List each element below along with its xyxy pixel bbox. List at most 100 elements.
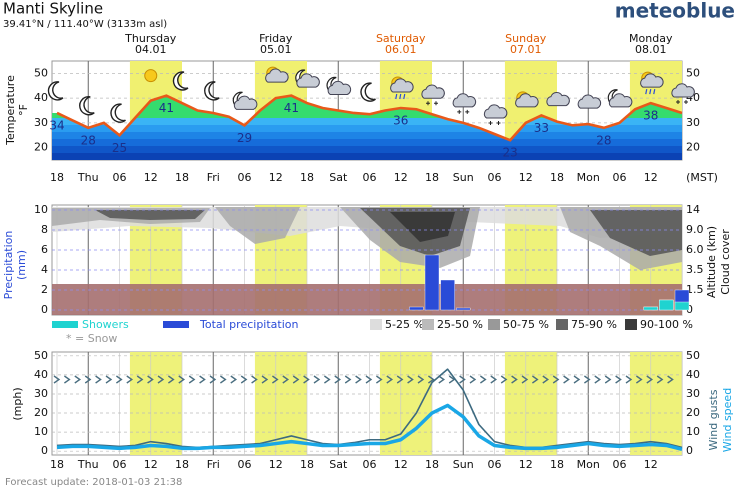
temperature-label: 33 — [534, 121, 549, 135]
y-tick-label: 30 — [34, 116, 48, 129]
cloud — [421, 84, 445, 99]
wind-direction — [521, 375, 529, 384]
y-tick-label: 30 — [34, 387, 48, 400]
temperature-label: 41 — [159, 101, 174, 115]
x-tick-label: 06 — [488, 171, 502, 184]
precip-bar — [424, 254, 440, 311]
daylight — [254, 352, 307, 455]
y-tick-label: 8 — [41, 223, 48, 236]
cloud — [327, 80, 352, 95]
wind-direction — [303, 375, 310, 384]
weather-icon — [546, 91, 570, 107]
wind-direction — [438, 375, 446, 384]
wind-direction — [282, 375, 290, 384]
wind-direction — [334, 375, 342, 384]
day-name: Monday — [629, 32, 673, 45]
y-unit: (mm) — [15, 250, 28, 280]
x-tick-label: 12 — [144, 171, 158, 184]
x-tick-label: 12 — [269, 458, 283, 471]
y2-tick-label: 9.0 — [686, 223, 704, 236]
temperature-line — [56, 94, 683, 142]
wind-direction — [136, 375, 144, 384]
x-tick-label: 18 — [175, 171, 189, 184]
temperature-label: 36 — [393, 114, 408, 128]
y-label: Precipitation — [2, 231, 15, 300]
legend-swatch — [52, 321, 78, 328]
x-tick-label: Fri — [207, 171, 220, 184]
y-tick-label: 0 — [41, 303, 48, 316]
wind-line — [56, 403, 683, 451]
weather-icon — [144, 69, 158, 83]
y-tick-label: 50 — [34, 349, 48, 362]
y-tick-label: 6 — [41, 243, 48, 256]
x-tick-label: Mon — [577, 171, 600, 184]
wind-direction — [95, 375, 102, 384]
snow-note: * = Snow — [66, 332, 117, 345]
x-tick-label: 06 — [113, 458, 127, 471]
rain — [403, 93, 406, 100]
y2-label: Altitude (km) — [705, 226, 718, 298]
weather-icon — [483, 104, 508, 126]
precip-bar — [659, 299, 674, 311]
precip-bar — [409, 306, 424, 311]
day-name: Friday — [259, 32, 293, 45]
wind-direction — [490, 375, 498, 384]
y-tick-label: 50 — [686, 349, 700, 362]
y2-tick-label: 6.0 — [686, 243, 704, 256]
wind-direction — [105, 375, 113, 384]
wind-direction — [74, 375, 82, 384]
weather-icon — [265, 66, 289, 83]
wind-direction — [407, 375, 414, 384]
x-tick-label: 18 — [175, 458, 189, 471]
weather-icon — [390, 76, 414, 100]
x-tick-label: 06 — [363, 171, 377, 184]
wind-direction — [344, 375, 352, 384]
y-unit: °F — [17, 104, 30, 116]
coords: 39.41°N / 111.40°W (3133m asl) — [3, 19, 167, 30]
x-tick-label: 06 — [238, 171, 252, 184]
wind-direction — [500, 375, 508, 384]
moon — [47, 81, 64, 101]
moon — [204, 81, 220, 101]
wind-direction — [563, 375, 570, 384]
wind-direction — [147, 375, 154, 384]
precip-bar — [674, 301, 690, 311]
cloud — [265, 68, 289, 83]
x-tick-label: Thu — [77, 171, 99, 184]
wind-direction — [271, 375, 279, 384]
x-tick-label: 06 — [613, 458, 627, 471]
x-tick-label: Thu — [77, 458, 99, 471]
moon — [79, 96, 95, 116]
y2-tick-label: 1.5 — [686, 283, 704, 296]
cloud — [671, 83, 695, 98]
weather-icon — [607, 89, 633, 108]
x-tick-label: 06 — [238, 458, 252, 471]
y2-label: Cloud cover — [719, 229, 732, 295]
cloud-legend-swatch — [625, 319, 637, 330]
wind-direction — [365, 375, 373, 384]
wind-direction — [511, 375, 518, 384]
rain — [399, 93, 402, 100]
cloud-legend-swatch — [556, 319, 568, 330]
below-freezing — [52, 125, 682, 133]
rain — [395, 93, 398, 100]
weather-icon — [326, 76, 352, 95]
precip-bar — [643, 306, 658, 311]
cloud-cover — [390, 212, 455, 242]
day-name: Saturday — [376, 32, 426, 45]
weather-icon — [295, 69, 320, 88]
wind-direction — [646, 375, 654, 384]
cloud-cover — [590, 210, 682, 256]
x-tick-label: 12 — [394, 458, 408, 471]
y2-tick-label: 3.5 — [686, 263, 704, 276]
cloud — [546, 91, 570, 107]
cloud-legend-swatch — [488, 319, 500, 330]
time-zone: (MST) — [686, 171, 718, 184]
x-tick-label: Sat — [329, 171, 348, 184]
logo: meteoblue — [615, 0, 735, 23]
wind-direction — [386, 375, 394, 384]
snow — [457, 109, 462, 114]
x-tick-label: Mon — [577, 458, 600, 471]
wind-direction — [573, 375, 581, 384]
wind-direction — [53, 375, 61, 384]
